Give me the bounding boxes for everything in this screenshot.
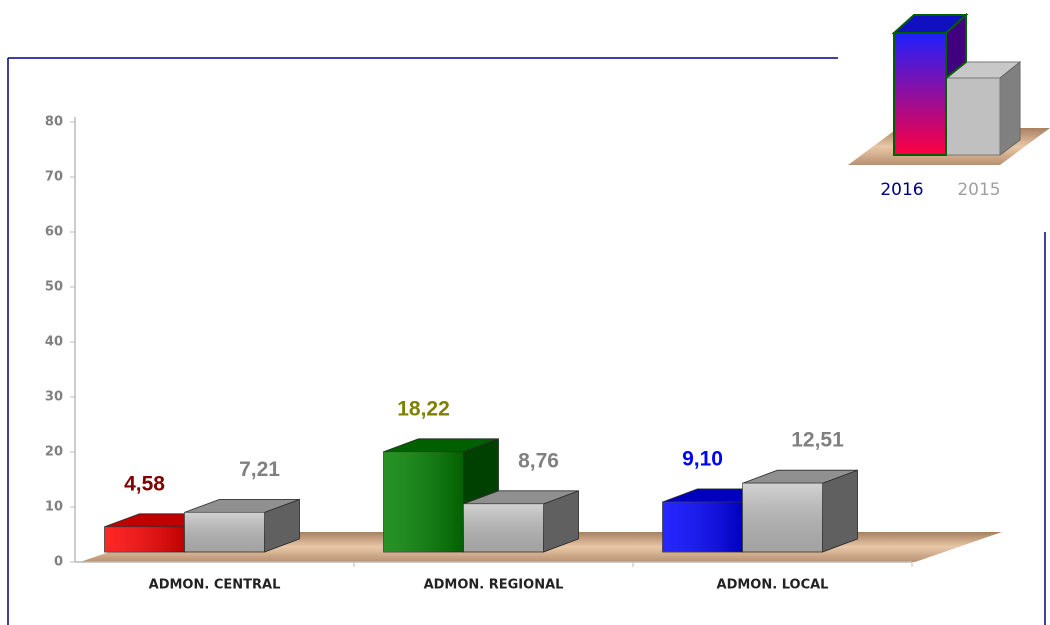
value-label: 7,21: [239, 458, 280, 481]
x-tick-label: ADMON. REGIONAL: [424, 578, 564, 593]
y-tick-label: 60: [45, 225, 63, 240]
value-label: 9,10: [682, 447, 723, 470]
bar: [742, 469, 858, 553]
value-label: 18,22: [397, 397, 450, 420]
x-tick-label: ADMON. CENTRAL: [149, 578, 281, 593]
legend-icon: [848, 12, 1050, 165]
y-tick-label: 20: [45, 445, 63, 460]
y-tick-label: 0: [54, 555, 63, 570]
legend-label: 2015: [957, 180, 1000, 200]
value-label: 4,58: [124, 472, 165, 495]
value-label: 8,76: [518, 449, 559, 472]
y-tick-label: 30: [45, 390, 63, 405]
x-tick-label: ADMON. LOCAL: [717, 578, 829, 593]
y-tick-label: 40: [45, 335, 63, 350]
legend-label: 2016: [880, 180, 923, 200]
y-tick-label: 50: [45, 280, 63, 295]
bar: [463, 490, 579, 553]
bar: [184, 498, 300, 553]
y-tick-label: 80: [45, 115, 63, 130]
y-tick-label: 70: [45, 170, 63, 185]
value-label: 12,51: [791, 429, 844, 452]
y-tick-label: 10: [45, 500, 63, 515]
frame: [7, 57, 1046, 625]
